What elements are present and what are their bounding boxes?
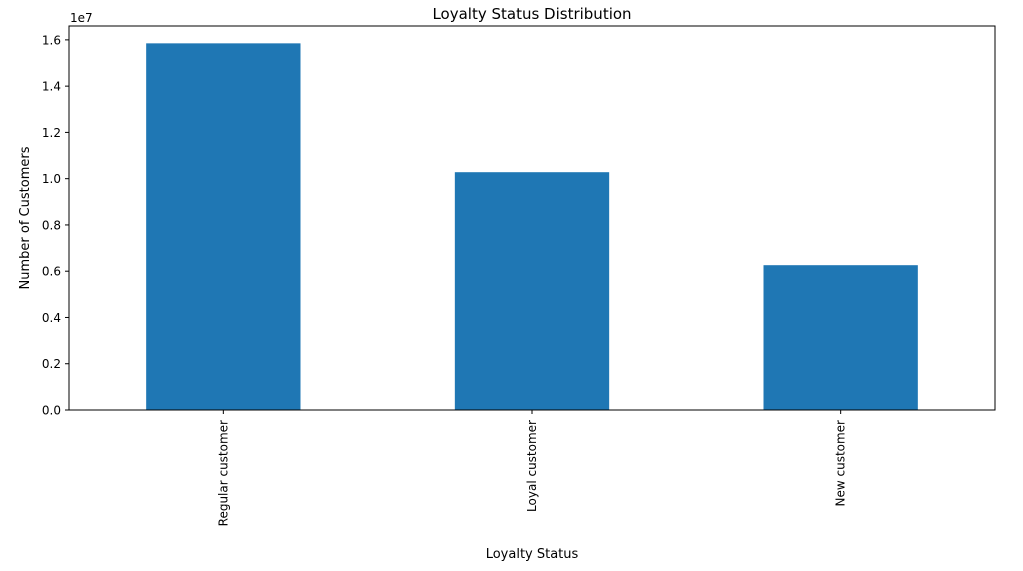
x-tick-label: Regular customer (216, 420, 230, 526)
x-axis-label: Loyalty Status (486, 547, 579, 562)
bar (146, 43, 301, 410)
x-axis-ticks: Regular customer Loyal customer New custom… (216, 410, 848, 526)
y-tick-label: 0.4 (42, 311, 61, 325)
x-tick-label: New customer (834, 420, 848, 507)
y-tick-label: 0.0 (42, 404, 61, 418)
y-tick-label: 1.6 (42, 33, 61, 47)
y-tick-label: 1.2 (42, 126, 61, 140)
y-axis-ticks: 0.0 0.2 0.4 0.6 0.8 1.0 1.2 1.4 1.6 (42, 33, 69, 418)
x-tick-label: Loyal customer (525, 420, 539, 512)
y-axis-label: Number of Customers (18, 146, 33, 289)
plot-frame (68, 25, 996, 411)
y-tick-label: 0.6 (42, 265, 61, 279)
chart-title: Loyalty Status Distribution (432, 5, 631, 23)
y-offset-label: 1e7 (70, 11, 93, 25)
y-tick-label: 0.2 (42, 357, 61, 371)
y-tick-label: 1.0 (42, 172, 61, 186)
bar (763, 265, 918, 410)
bars (146, 43, 918, 410)
y-tick-label: 1.4 (42, 80, 61, 94)
y-tick-label: 0.8 (42, 218, 61, 232)
bar (454, 172, 610, 410)
